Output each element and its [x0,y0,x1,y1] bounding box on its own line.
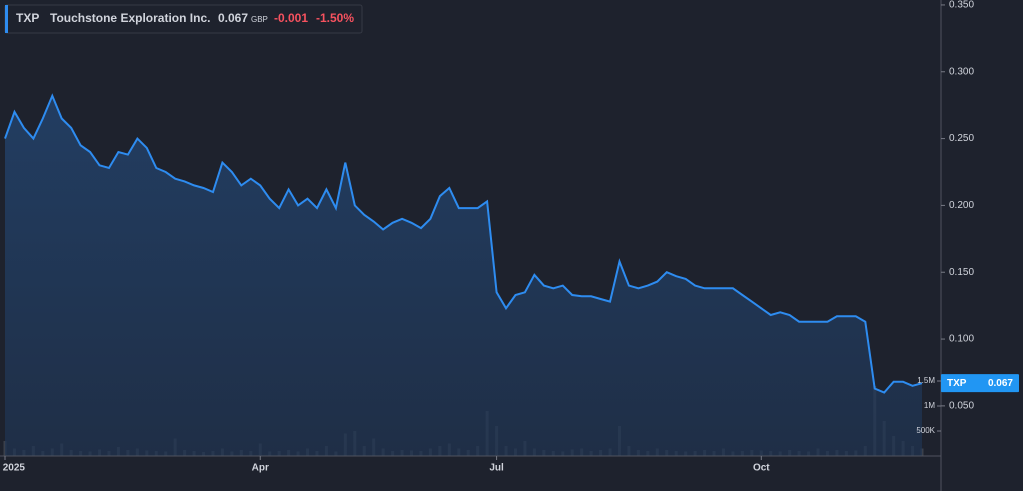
price-line [4,93,923,394]
y-tick-label: 0.200 [949,200,974,211]
y-tick-label: 0.050 [949,401,974,412]
price: 0.067 [218,11,248,25]
y-tick-label: 0.250 [949,133,974,144]
x-tick-label: Apr [252,463,269,474]
last-price-value: 0.067 [988,378,1013,389]
company-name: Touchstone Exploration Inc. [50,11,210,25]
volume-tick-label: 500K [916,426,935,435]
x-tick-label: Oct [753,463,770,474]
legend-swatch [5,5,8,33]
volume-tick-label: 1M [924,401,935,410]
price-area [5,95,922,457]
x-tick-label: Jul [489,463,504,474]
y-tick-label: 0.150 [949,267,974,278]
volume-tick-label: 1.5M [917,376,935,385]
last-price-tag [941,374,1019,393]
change: -0.001 [274,11,308,25]
change-percent: -1.50% [316,11,354,25]
legend: TXP Touchstone Exploration Inc. 0.067 GB… [4,4,363,34]
currency: GBP [251,15,268,24]
symbol: TXP [16,11,39,25]
last-price-symbol: TXP [947,378,967,389]
y-tick-label: 0.350 [949,0,974,11]
y-tick-label: 0.300 [949,66,974,77]
y-tick-label: 0.100 [949,334,974,345]
x-tick-label: 2025 [3,463,26,474]
